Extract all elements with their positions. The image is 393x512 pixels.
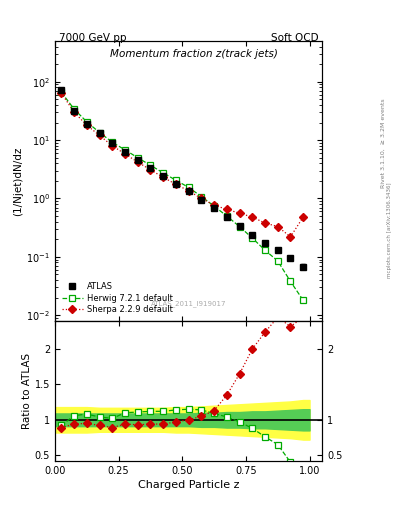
Y-axis label: (1/Njet)dN/dz: (1/Njet)dN/dz: [13, 146, 24, 216]
X-axis label: Charged Particle z: Charged Particle z: [138, 480, 239, 490]
Text: Rivet 3.1.10,  ≥ 3.2M events: Rivet 3.1.10, ≥ 3.2M events: [381, 98, 386, 188]
Legend: ATLAS, Herwig 7.2.1 default, Sherpa 2.2.9 default: ATLAS, Herwig 7.2.1 default, Sherpa 2.2.…: [59, 280, 175, 317]
Text: 7000 GeV pp: 7000 GeV pp: [59, 33, 127, 44]
Text: mcplots.cern.ch [arXiv:1306.3436]: mcplots.cern.ch [arXiv:1306.3436]: [387, 183, 392, 278]
Text: Soft QCD: Soft QCD: [271, 33, 318, 44]
Y-axis label: Ratio to ATLAS: Ratio to ATLAS: [22, 353, 32, 429]
Text: Momentum fraction z(track jets): Momentum fraction z(track jets): [110, 49, 278, 59]
Text: ATLAS_2011_I919017: ATLAS_2011_I919017: [151, 300, 226, 307]
